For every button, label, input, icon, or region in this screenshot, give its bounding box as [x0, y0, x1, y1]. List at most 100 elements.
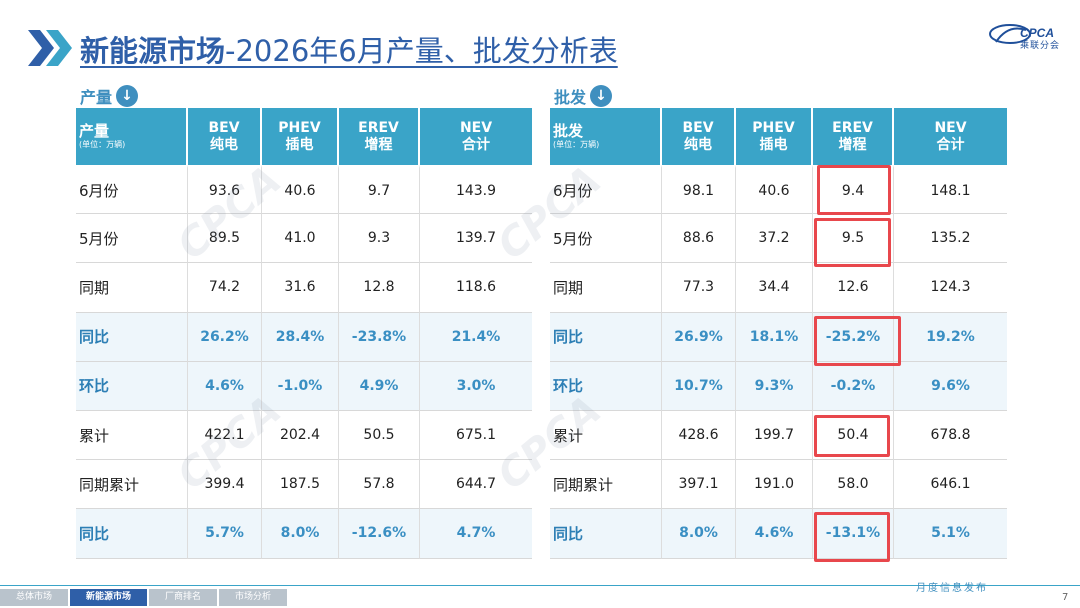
row-label: 5月份	[76, 214, 188, 264]
table-cell: 678.8	[894, 411, 1007, 461]
footer-tab[interactable]: 总体市场	[0, 589, 69, 606]
row-label: 环比	[550, 361, 662, 411]
table-cell: 139.7	[420, 214, 532, 264]
table-cell: 5.1%	[894, 509, 1007, 559]
footer-divider	[0, 585, 1080, 586]
row-label: 同比	[76, 509, 188, 559]
highlight-box	[817, 165, 891, 215]
table-row: 同比 5.7% 8.0% -12.6% 4.7%	[76, 509, 532, 559]
table-cell: 124.3	[894, 263, 1007, 313]
row-label: 同比	[550, 312, 662, 362]
table-head-unit: (单位：万辆)	[79, 140, 126, 149]
table-row: 同期 77.3 34.4 12.6 124.3	[550, 263, 1007, 313]
table-cell: 74.2	[188, 263, 262, 313]
table-row: 累计 428.6 199.7 50.4 678.8	[550, 410, 1007, 461]
row-label: 累计	[76, 410, 188, 461]
table-cell: 37.2	[736, 214, 813, 264]
row-label: 6月份	[76, 165, 188, 215]
table-row: 5月份 88.6 37.2 9.5 135.2	[550, 214, 1007, 264]
table-cell: 422.1	[188, 410, 262, 461]
col-name: 增程	[838, 136, 867, 153]
col-code: BEV	[682, 119, 714, 136]
col-name: 合计	[462, 136, 490, 153]
col-code: BEV	[208, 119, 240, 136]
row-label: 同期累计	[76, 460, 188, 510]
table-header-cell: BEV 纯电	[662, 108, 736, 165]
row-label: 同期累计	[550, 460, 662, 510]
table-cell: 9.3%	[736, 361, 813, 411]
table-cell: 148.1	[894, 165, 1007, 215]
col-name: 纯电	[210, 136, 238, 153]
table-cell: 34.4	[736, 263, 813, 313]
footer-tab[interactable]: 市场分析	[219, 589, 288, 606]
table-cell: 135.2	[894, 214, 1007, 264]
table-cell: 4.7%	[420, 509, 532, 559]
footer-tab[interactable]: 新能源市场	[70, 589, 148, 606]
wholesale-label-text: 批发	[554, 88, 587, 107]
page-title: 新能源市场-2026年6月产量、批发分析表	[80, 28, 618, 70]
table-head-title: 批发	[553, 122, 584, 140]
table-cell: 41.0	[262, 214, 339, 264]
wholesale-table: 批发 (单位：万辆) BEV 纯电 PHEV 插电 EREV 增程 NEV 合计 6月份…	[550, 108, 1007, 559]
row-label: 5月份	[550, 214, 662, 264]
table-cell: 12.8	[339, 263, 420, 313]
table-row: 同比 26.9% 18.1% -25.2% 19.2%	[550, 312, 1007, 362]
table-cell: 191.0	[736, 460, 813, 510]
col-name: 合计	[936, 136, 965, 153]
col-name: 增程	[364, 136, 393, 153]
row-label: 同期	[550, 263, 662, 313]
highlight-box	[814, 512, 890, 562]
table-header-row: 批发 (单位：万辆) BEV 纯电 PHEV 插电 EREV 增程 NEV 合计	[550, 108, 1007, 165]
highlight-box	[814, 218, 891, 267]
table-cell: -23.8%	[339, 312, 420, 362]
table-row: 6月份 98.1 40.6 9.4 148.1	[550, 165, 1007, 215]
table-cell: 10.7%	[662, 361, 736, 411]
col-code: PHEV	[278, 119, 321, 136]
table-cell: 143.9	[420, 165, 532, 215]
table-row: 5月份 89.5 41.0 9.3 139.7	[76, 214, 532, 264]
table-header-cell: BEV 纯电	[188, 108, 262, 165]
logo-subtitle: 乘联分会	[1020, 41, 1061, 51]
table-cell: -13.1%	[813, 509, 894, 559]
table-cell: 26.2%	[188, 312, 262, 362]
table-cell: 28.4%	[262, 312, 339, 362]
footer-tab-bar: 总体市场 新能源市场 厂商排名 市场分析	[0, 589, 289, 606]
table-cell: 9.7	[339, 165, 420, 215]
table-cell: 31.6	[262, 263, 339, 313]
table-row: 同比 26.2% 28.4% -23.8% 21.4%	[76, 312, 532, 362]
table-header-cell: PHEV 插电	[262, 108, 339, 165]
table-cell: 98.1	[662, 165, 736, 215]
row-label: 同比	[76, 312, 188, 362]
row-label: 同期	[76, 263, 188, 313]
col-name: 纯电	[684, 136, 712, 153]
table-cell: 428.6	[662, 410, 736, 461]
table-cell: 19.2%	[894, 312, 1007, 362]
col-code: PHEV	[752, 119, 795, 136]
table-header-cell: 批发 (单位：万辆)	[550, 108, 662, 165]
col-code: EREV	[832, 119, 873, 136]
table-row: 累计 422.1 202.4 50.5 675.1	[76, 410, 532, 461]
table-cell: 89.5	[188, 214, 262, 264]
table-cell: 9.6%	[894, 361, 1007, 411]
arrow-down-icon: ↓	[590, 85, 613, 107]
table-cell: -1.0%	[262, 361, 339, 411]
table-cell: 18.1%	[736, 312, 813, 362]
production-table: 产量 (单位：万辆) BEV 纯电 PHEV 插电 EREV 增程 NEV 合计 6月份…	[76, 108, 532, 559]
table-cell: 399.4	[188, 460, 262, 510]
page-number: 7	[1062, 592, 1069, 603]
table-header-cell: EREV 增程	[813, 108, 894, 165]
col-code: NEV	[934, 119, 967, 136]
table-cell: 93.6	[188, 165, 262, 215]
table-cell: 118.6	[420, 263, 532, 313]
table-cell: 40.6	[262, 165, 339, 215]
table-row: 环比 4.6% -1.0% 4.9% 3.0%	[76, 361, 532, 411]
arrow-down-icon: ↓	[116, 85, 139, 107]
table-row: 同期累计 397.1 191.0 58.0 646.1	[550, 460, 1007, 510]
col-code: EREV	[358, 119, 399, 136]
row-label: 累计	[550, 410, 662, 461]
table-cell: 4.6%	[188, 361, 262, 411]
table-cell: 40.6	[736, 165, 813, 215]
footer-tab[interactable]: 厂商排名	[149, 589, 218, 606]
table-header-cell: NEV 合计	[894, 108, 1007, 165]
